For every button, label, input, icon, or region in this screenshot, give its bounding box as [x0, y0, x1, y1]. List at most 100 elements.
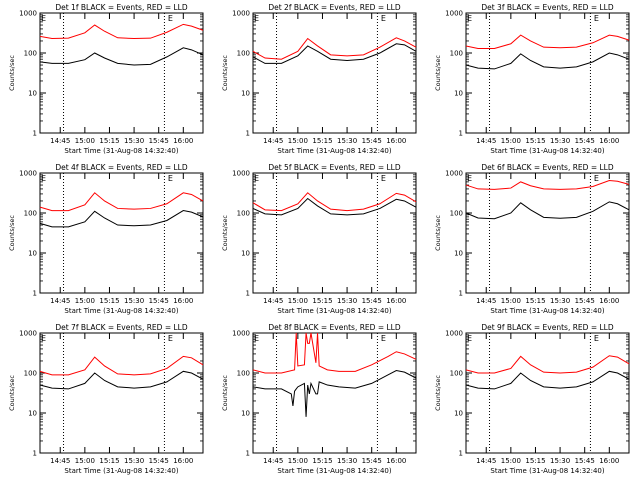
detector-panel-4: Det 4f BLACK = Events, RED = LLD Counts/s…: [8, 163, 204, 315]
y-tick-label: 1: [459, 290, 463, 298]
x-tick-label: 14:45: [50, 457, 70, 465]
panel-title: Det 5f BLACK = Events, RED = LLD: [268, 163, 401, 172]
x-tick-label: 16:00: [599, 297, 619, 305]
y-tick-label: 10: [241, 250, 250, 258]
x-tick-label: 15:45: [362, 297, 382, 305]
y-tick-label: 1000: [232, 10, 250, 18]
event-marker-label: E: [467, 14, 472, 23]
y-tick-label: 1: [33, 130, 37, 138]
x-axis-label: Start Time (31-Aug-08 14:32:40): [277, 147, 391, 155]
x-tick-label: 14:45: [50, 297, 70, 305]
x-tick-label: 15:00: [75, 297, 95, 305]
y-tick-label: 100: [24, 370, 37, 378]
x-tick-label: 15:00: [288, 137, 308, 145]
plot-frame: [465, 12, 630, 134]
event-marker-label: E: [254, 14, 259, 23]
event-marker-label: E: [381, 174, 386, 183]
x-axis-label: Start Time (31-Aug-08 14:32:40): [64, 147, 178, 155]
x-tick-label: 16:00: [386, 457, 406, 465]
y-tick-label: 1000: [445, 170, 463, 178]
plot-frame: [465, 172, 630, 294]
series-line-events: [252, 197, 417, 216]
detector-panel-2: Det 2f BLACK = Events, RED = LLD Counts/s…: [221, 3, 417, 155]
plot-frame: [465, 332, 630, 454]
x-tick-label: 15:15: [312, 297, 332, 305]
series-line-lld: [465, 355, 630, 374]
series-line-events: [39, 47, 204, 66]
x-tick-label: 15:45: [149, 137, 169, 145]
y-tick-label: 100: [237, 370, 250, 378]
x-tick-label: 16:00: [173, 457, 193, 465]
x-tick-label: 15:45: [575, 137, 595, 145]
event-marker-label: E: [41, 334, 46, 343]
y-tick-label: 10: [241, 410, 250, 418]
x-tick-label: 15:00: [75, 457, 95, 465]
x-tick-label: 15:00: [501, 457, 521, 465]
x-tick-label: 15:00: [501, 297, 521, 305]
event-marker-label: E: [168, 174, 173, 183]
x-tick-label: 15:30: [550, 457, 570, 465]
panel-title: Det 8f BLACK = Events, RED = LLD: [268, 323, 401, 332]
detector-panel-3: Det 3f BLACK = Events, RED = LLD Counts/s…: [434, 3, 630, 155]
series-line-lld: [39, 355, 204, 376]
y-axis-label: Counts/sec: [221, 215, 229, 251]
x-tick-label: 15:30: [550, 137, 570, 145]
x-tick-label: 14:45: [476, 457, 496, 465]
y-tick-label: 100: [237, 50, 250, 58]
plot-frame: [252, 12, 417, 134]
x-tick-label: 15:45: [149, 457, 169, 465]
x-tick-label: 15:30: [124, 457, 144, 465]
x-tick-label: 15:45: [362, 457, 382, 465]
x-axis-label: Start Time (31-Aug-08 14:32:40): [64, 467, 178, 475]
y-tick-label: 1000: [445, 10, 463, 18]
series-line-lld: [39, 23, 204, 40]
x-tick-label: 15:30: [124, 137, 144, 145]
y-tick-label: 10: [28, 410, 37, 418]
plot-frame: [39, 172, 204, 294]
event-marker-label: E: [168, 14, 173, 23]
panel-title: Det 1f BLACK = Events, RED = LLD: [55, 3, 188, 12]
y-tick-label: 100: [237, 210, 250, 218]
y-axis-label: Counts/sec: [434, 375, 442, 411]
y-tick-label: 1: [459, 130, 463, 138]
detector-panel-8: Det 8f BLACK = Events, RED = LLD Counts/s…: [221, 323, 417, 475]
detector-panel-5: Det 5f BLACK = Events, RED = LLD Counts/s…: [221, 163, 417, 315]
y-axis-label: Counts/sec: [8, 55, 16, 91]
x-tick-label: 15:30: [550, 297, 570, 305]
x-tick-label: 15:45: [575, 297, 595, 305]
series-line-events: [465, 370, 630, 390]
series-line-events: [252, 370, 417, 417]
panel-title: Det 2f BLACK = Events, RED = LLD: [268, 3, 401, 12]
y-tick-label: 10: [454, 90, 463, 98]
series-line-events: [39, 210, 204, 228]
x-tick-label: 14:45: [50, 137, 70, 145]
x-tick-label: 15:30: [337, 297, 357, 305]
detector-panel-1: Det 1f BLACK = Events, RED = LLD Counts/s…: [8, 3, 204, 155]
x-tick-label: 14:45: [476, 297, 496, 305]
series-line-lld: [39, 192, 204, 212]
x-tick-label: 15:15: [312, 137, 332, 145]
x-axis-label: Start Time (31-Aug-08 14:32:40): [277, 467, 391, 475]
series-line-lld: [252, 332, 417, 374]
panel-title: Det 7f BLACK = Events, RED = LLD: [55, 323, 188, 332]
plot-frame: [39, 332, 204, 454]
event-marker-label: E: [594, 334, 599, 343]
series-line-events: [465, 201, 630, 220]
x-tick-label: 16:00: [386, 137, 406, 145]
y-tick-label: 1: [246, 450, 250, 458]
detector-panel-9: Det 9f BLACK = Events, RED = LLD Counts/s…: [434, 323, 630, 475]
event-marker-label: E: [381, 334, 386, 343]
y-tick-label: 1: [246, 130, 250, 138]
series-line-events: [39, 370, 204, 390]
panel-title: Det 6f BLACK = Events, RED = LLD: [481, 163, 614, 172]
x-axis-label: Start Time (31-Aug-08 14:32:40): [490, 467, 604, 475]
x-tick-label: 15:30: [337, 457, 357, 465]
y-tick-label: 10: [454, 250, 463, 258]
x-tick-label: 15:00: [288, 297, 308, 305]
panel-title: Det 9f BLACK = Events, RED = LLD: [481, 323, 614, 332]
x-axis-label: Start Time (31-Aug-08 14:32:40): [277, 307, 391, 315]
x-tick-label: 15:45: [149, 297, 169, 305]
y-tick-label: 1000: [232, 330, 250, 338]
plot-frame: [252, 172, 417, 294]
